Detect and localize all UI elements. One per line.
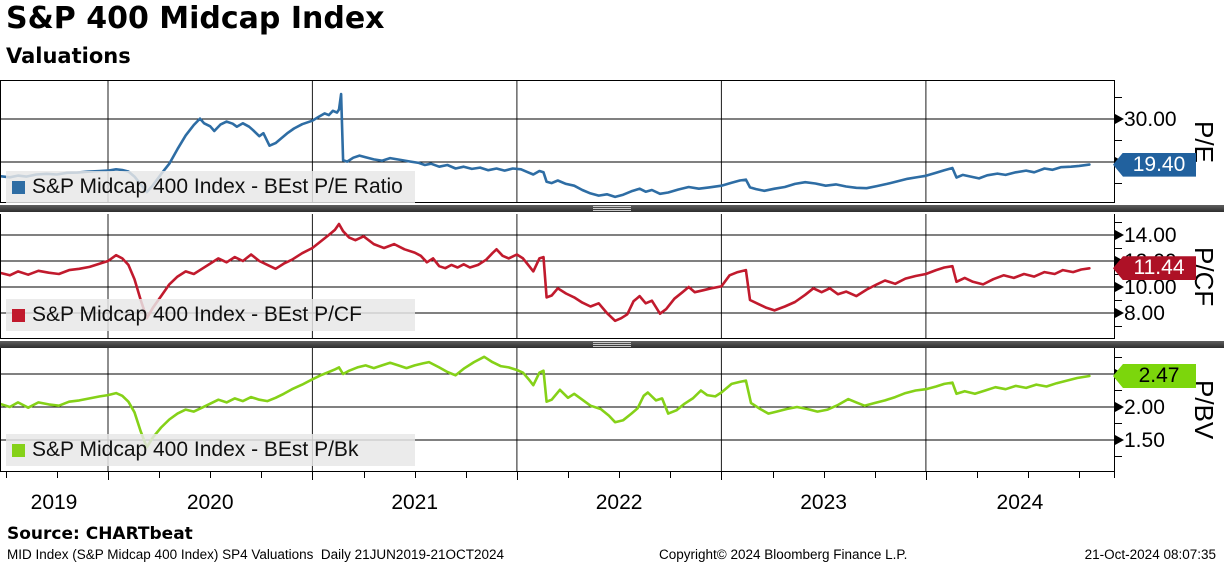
y-minor-tick	[1115, 183, 1122, 184]
timestamp: 21-Oct-2024 08:07:35	[1084, 547, 1216, 562]
legend-pe: S&P Midcap 400 Index - BEst P/E Ratio	[6, 171, 415, 203]
y-minor-tick	[1115, 390, 1122, 391]
x-year-label: 2022	[595, 491, 643, 514]
x-quarter-tick	[1079, 472, 1081, 478]
plot-area-pe	[0, 80, 1115, 203]
x-quarter-tick	[465, 472, 467, 478]
y-tick-label: 8.00	[1124, 302, 1165, 325]
last-value-badge-pbv: 2.47	[1113, 364, 1196, 388]
y-tick-arrow-icon	[1115, 282, 1124, 292]
plot-border-pe	[0, 80, 1115, 203]
y-tick-arrow-icon	[1115, 114, 1124, 124]
last-value-badge-pcf: 11.44	[1113, 256, 1196, 281]
x-edge-tick	[1114, 472, 1115, 478]
y-minor-tick	[1115, 423, 1122, 424]
y-minor-tick	[1115, 456, 1122, 457]
source-line: Source: CHARTbeat	[7, 524, 193, 544]
panel-separator[interactable]	[0, 205, 1224, 212]
x-quarter-tick	[568, 472, 569, 478]
x-quarter-tick	[670, 472, 672, 478]
x-year-tick	[516, 472, 518, 480]
x-quarter-tick	[363, 472, 365, 478]
legend-pcf: S&P Midcap 400 Index - BEst P/CF	[6, 299, 415, 331]
drag-grip-icon[interactable]	[593, 206, 631, 211]
x-quarter-tick	[619, 472, 621, 478]
plot-border-pcf	[0, 214, 1115, 339]
copyright-text: Copyright© 2024 Bloomberg Finance L.P.	[659, 547, 908, 562]
x-year-tick	[721, 472, 723, 480]
series-line-pe	[0, 92, 1091, 199]
y-tick-arrow-icon	[1115, 402, 1124, 412]
y-minor-tick	[1115, 221, 1122, 223]
axis-title-pe: P/E	[1189, 120, 1219, 163]
last-value-badge-pe: 19.40	[1113, 152, 1196, 177]
x-year-tick	[108, 472, 109, 480]
panel-separator[interactable]	[0, 341, 1224, 348]
x-year-label: 2019	[30, 491, 78, 514]
x-quarter-tick	[261, 472, 263, 478]
series-line-pbv	[0, 355, 1091, 449]
panel-pcf: S&P Midcap 400 Index - BEst P/CF P/CF 14…	[0, 214, 1224, 339]
plot-border-pbv	[0, 348, 1115, 472]
y-tick-label: 2.00	[1124, 396, 1165, 419]
x-year-label: 2020	[186, 491, 234, 514]
panel-pe: S&P Midcap 400 Index - BEst P/E Ratio P/…	[0, 80, 1224, 203]
x-year-tick	[312, 472, 314, 480]
x-year-tick	[925, 472, 927, 480]
y-minor-tick	[1115, 97, 1122, 98]
legend-label-pcf: S&P Midcap 400 Index - BEst P/CF	[32, 303, 362, 326]
y-tick-label: 10.00	[1124, 276, 1177, 299]
x-year-label: 2023	[800, 491, 847, 514]
chart-description: MID Index (S&P Midcap 400 Index) SP4 Val…	[7, 547, 505, 562]
y-tick-label: 1.50	[1124, 429, 1165, 452]
x-quarter-tick	[874, 472, 876, 478]
axis-title-pbv: P/BV	[1189, 380, 1219, 440]
y-tick-arrow-icon	[1115, 435, 1124, 445]
plot-area-pcf	[0, 214, 1115, 339]
x-quarter-tick	[210, 472, 212, 478]
legend-pbv: S&P Midcap 400 Index - BEst P/Bk	[6, 434, 415, 466]
y-tick-label: 30.00	[1124, 108, 1177, 131]
x-quarter-tick	[772, 472, 774, 478]
x-quarter-tick	[1028, 472, 1030, 478]
y-minor-tick	[1115, 325, 1122, 327]
page-title: S&P 400 Midcap Index	[6, 1, 385, 36]
y-tick-label: 14.00	[1124, 224, 1177, 247]
x-quarter-tick	[823, 472, 825, 478]
legend-marker-icon	[12, 308, 25, 322]
y-tick-arrow-icon	[1115, 230, 1124, 240]
y-minor-tick	[1115, 299, 1122, 301]
legend-label-pe: S&P Midcap 400 Index - BEst P/E Ratio	[32, 175, 403, 198]
x-year-label: 2024	[996, 491, 1044, 514]
series-line-pcf	[0, 222, 1091, 323]
x-quarter-tick	[414, 472, 416, 478]
y-minor-tick	[1115, 140, 1122, 141]
y-tick-arrow-icon	[1115, 308, 1124, 318]
x-quarter-tick	[977, 472, 978, 478]
panel-pbv: S&P Midcap 400 Index - BEst P/Bk P/BV 2.…	[0, 348, 1224, 472]
drag-grip-icon[interactable]	[593, 342, 631, 347]
x-quarter-tick	[5, 472, 7, 478]
y-minor-tick	[1115, 357, 1122, 358]
x-year-label: 2021	[391, 491, 439, 514]
x-quarter-tick	[56, 472, 58, 478]
y-minor-tick	[1115, 247, 1122, 249]
legend-marker-icon	[12, 180, 25, 194]
page-subtitle: Valuations	[6, 44, 131, 68]
x-quarter-tick	[159, 472, 161, 478]
legend-label-pbv: S&P Midcap 400 Index - BEst P/Bk	[32, 438, 359, 461]
legend-marker-icon	[12, 443, 25, 457]
